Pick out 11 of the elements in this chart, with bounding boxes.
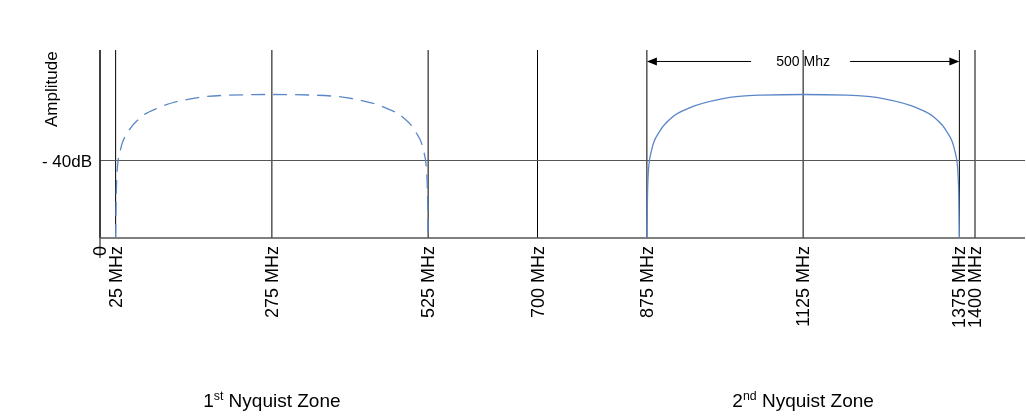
- ref-line-label: - 40dB: [41, 151, 92, 171]
- x-tick-label: 275 MHz: [261, 246, 282, 319]
- x-tick-label: 1125 MHz: [793, 246, 814, 327]
- y-axis-title: Amplitude: [42, 51, 61, 127]
- text: 2$^{nd}$ Nyquist Zone: [732, 389, 874, 411]
- x-tick-label: 700 MHz: [527, 246, 548, 319]
- x-tick-label: 875 MHz: [636, 246, 657, 319]
- text: 500 Mhz: [776, 53, 830, 70]
- text: 1$^{st}$ Nyquist Zone: [203, 389, 341, 411]
- x-tick-label: 1400 MHz: [965, 246, 985, 329]
- x-tick-label: 525 MHz: [418, 246, 439, 319]
